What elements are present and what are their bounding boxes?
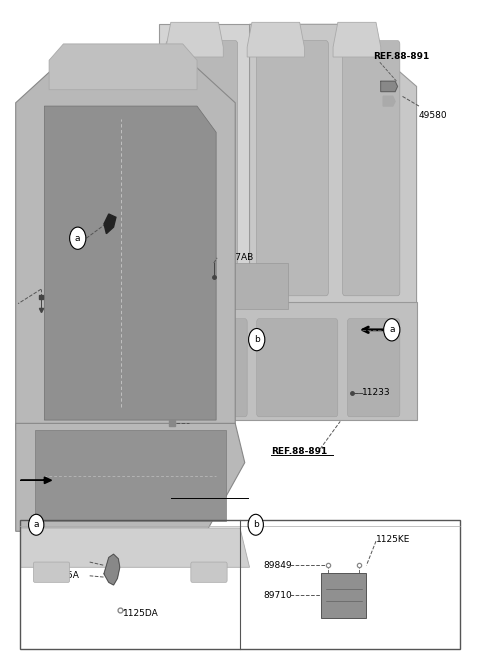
Polygon shape [16,423,245,532]
Polygon shape [159,24,250,309]
Text: FR.: FR. [21,475,41,486]
Text: a: a [34,520,39,530]
Polygon shape [321,573,366,618]
Text: 89515A: 89515A [44,572,79,580]
Polygon shape [44,106,216,420]
Text: 89849: 89849 [264,561,292,570]
Text: 68332A: 68332A [188,424,222,432]
Polygon shape [159,302,417,420]
Text: b: b [253,520,259,530]
Polygon shape [16,64,235,430]
Polygon shape [21,477,51,484]
Polygon shape [49,44,197,90]
FancyBboxPatch shape [34,562,70,582]
Circle shape [29,514,44,535]
Text: REF.88-891: REF.88-891 [271,447,327,456]
FancyBboxPatch shape [257,319,338,417]
FancyBboxPatch shape [348,319,400,417]
Text: b: b [254,335,260,344]
Text: REF.88-880: REF.88-880 [171,489,221,498]
Text: 89710: 89710 [264,591,293,600]
Text: 1125DA: 1125DA [123,608,159,618]
Text: 49580: 49580 [419,112,447,120]
Circle shape [70,227,86,250]
Bar [21,520,459,649]
Polygon shape [104,555,120,585]
FancyBboxPatch shape [257,41,328,296]
Polygon shape [383,97,395,106]
Circle shape [384,319,400,341]
FancyBboxPatch shape [166,41,238,296]
Text: 11233: 11233 [362,388,390,397]
Polygon shape [21,528,250,567]
Polygon shape [250,24,417,309]
Text: a: a [389,325,395,334]
Polygon shape [35,430,226,522]
Polygon shape [381,81,397,92]
Circle shape [249,328,265,351]
Text: a: a [75,234,81,242]
Polygon shape [166,22,223,57]
Circle shape [248,514,264,535]
FancyBboxPatch shape [343,41,400,296]
Text: 88010C: 88010C [16,299,51,308]
Text: REF.88-891: REF.88-891 [373,53,430,62]
Text: 1125KE: 1125KE [376,535,410,543]
Text: 1197AB: 1197AB [218,254,254,262]
Text: 89752A: 89752A [44,558,79,566]
FancyBboxPatch shape [191,562,227,582]
Polygon shape [333,22,381,57]
Polygon shape [211,263,288,309]
Polygon shape [247,22,304,57]
Polygon shape [104,214,116,234]
FancyBboxPatch shape [166,319,247,417]
